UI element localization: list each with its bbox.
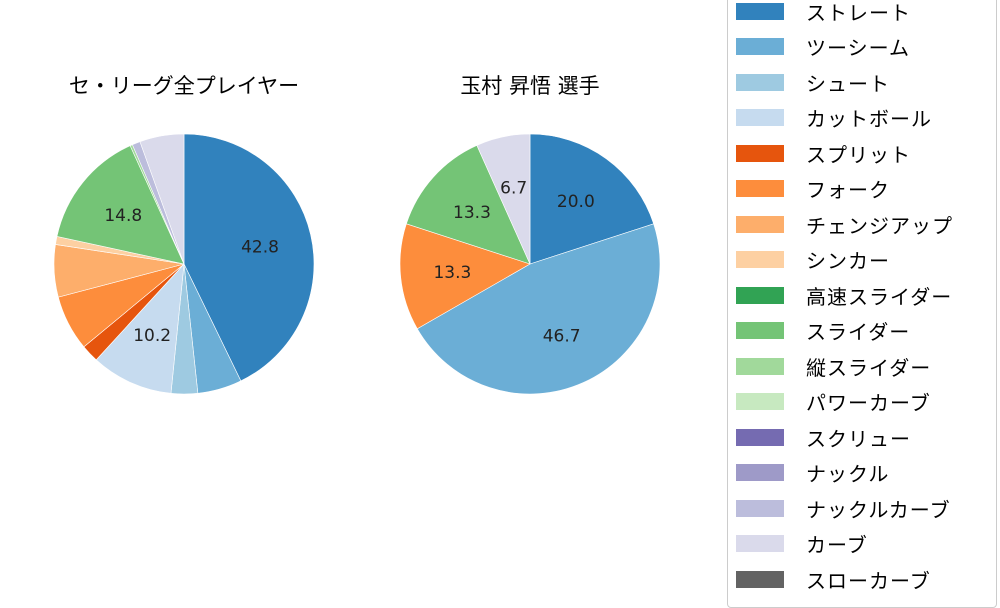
legend-label: スライダー: [806, 320, 911, 344]
legend-swatch: [736, 109, 784, 126]
legend-item: シュート: [736, 70, 890, 96]
legend-swatch: [736, 428, 784, 446]
legend-item: 縦スライダー: [736, 354, 932, 380]
legend-label: カットボール: [806, 107, 932, 131]
legend-label: ナックル: [806, 462, 890, 486]
legend-label: 縦スライダー: [806, 355, 932, 380]
slice-value-label: 14.8: [104, 206, 142, 226]
legend-item: フォーク: [736, 177, 890, 202]
legend-swatch: [736, 251, 784, 268]
legend-swatch: [736, 144, 784, 162]
legend-label: ストレート: [806, 0, 911, 25]
legend-swatch: [736, 357, 784, 375]
legend-item: ストレート: [736, 0, 911, 25]
pie-slice: [56, 145, 185, 265]
legend-label: スプリット: [806, 142, 911, 167]
legend-item: 高速スライダー: [736, 283, 953, 309]
legend-item: カーブ: [736, 532, 868, 557]
legend-swatch: [736, 499, 784, 517]
legend-swatch: [736, 393, 784, 410]
pie-slice: [139, 133, 185, 265]
legend-item: スローカーブ: [736, 567, 931, 593]
legend-label: ナックルカーブ: [806, 497, 951, 522]
legend: ストレートツーシームシュートカットボール スプリットフォークチェンジアップ シンカー…: [727, 0, 997, 608]
legend-swatch: [736, 535, 784, 552]
legend-item: ツーシーム: [736, 35, 910, 60]
legend-swatch: [736, 180, 784, 197]
legend-label: チェンジアップ: [806, 213, 953, 238]
pie-slice: [405, 144, 531, 265]
pie-charts: 42.8 10.2 14.8 20.0 46.7 13.3 13.3 6.7: [53, 133, 661, 395]
legend-swatch: [736, 215, 784, 233]
slice-value-label: 46.7: [543, 326, 581, 346]
legend-swatch: [736, 322, 784, 339]
legend-label: ツーシーム: [806, 36, 910, 60]
legend-item: シンカー: [736, 248, 890, 273]
legend-swatch: [736, 464, 784, 481]
legend-label: スクリュー: [806, 426, 911, 451]
legend-item: ナックル: [736, 461, 890, 486]
pie-slice: [399, 223, 531, 330]
league-pie: 42.8 10.2 14.8: [53, 133, 315, 395]
pie-slice: [529, 133, 655, 265]
slice-value-label: 42.8: [241, 238, 279, 258]
right-chart-title: 玉村 昇悟 選手: [460, 74, 600, 98]
legend-swatch: [736, 2, 784, 20]
legend-label: シンカー: [806, 249, 890, 273]
legend-item: カットボール: [736, 106, 932, 131]
pie-slice: [416, 223, 661, 395]
slice-value-label: 13.3: [453, 203, 491, 223]
legend-item: スプリット: [736, 141, 911, 167]
slice-value-label: 10.2: [133, 326, 171, 346]
slice-value-label: 20.0: [557, 192, 595, 212]
legend-label: スローカーブ: [806, 568, 931, 593]
legend-label: フォーク: [806, 178, 890, 202]
legend-swatch: [736, 570, 784, 588]
legend-item: ナックルカーブ: [736, 496, 951, 522]
legend-item: スライダー: [736, 319, 911, 344]
legend-item: チェンジアップ: [736, 212, 953, 238]
legend-label: パワーカーブ: [806, 391, 931, 415]
slice-value-label: 6.7: [500, 179, 527, 199]
player-pie: 20.0 46.7 13.3 13.3 6.7: [399, 133, 661, 395]
slice-value-label: 13.3: [433, 263, 471, 283]
pie-slice: [95, 263, 185, 394]
left-chart-title: セ・リーグ全プレイヤー: [68, 74, 300, 98]
legend-label: カーブ: [806, 533, 868, 557]
pie-slice: [476, 133, 531, 265]
legend-swatch: [736, 38, 784, 55]
legend-label: 高速スライダー: [806, 284, 953, 309]
pie-slice: [183, 133, 315, 382]
legend-label: シュート: [806, 71, 890, 96]
legend-swatch: [736, 286, 784, 304]
legend-item: スクリュー: [736, 425, 911, 451]
legend-swatch: [736, 73, 784, 91]
legend-item: パワーカーブ: [736, 390, 931, 415]
